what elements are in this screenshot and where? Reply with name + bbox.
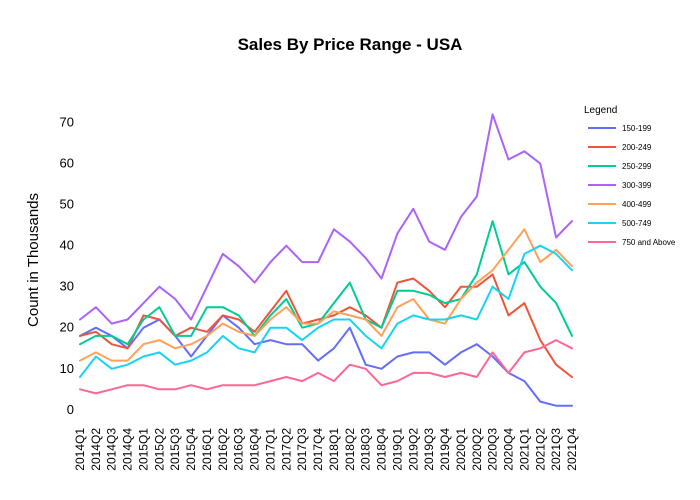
legend-item[interactable]: 300-399: [588, 181, 652, 190]
x-tick-label: 2021Q2: [533, 428, 547, 471]
y-tick-label: 50: [60, 197, 74, 212]
x-tick-label: 2015Q4: [184, 428, 198, 471]
legend-item[interactable]: 200-249: [588, 143, 652, 152]
x-tick-label: 2019Q4: [438, 428, 452, 471]
x-tick-label: 2021Q1: [517, 428, 531, 471]
x-tick-label: 2020Q2: [470, 428, 484, 471]
x-tick-label: 2018Q3: [359, 428, 373, 471]
x-tick-label: 2018Q1: [327, 428, 341, 471]
x-tick-label: 2015Q1: [136, 428, 150, 471]
y-tick-label: 40: [60, 238, 74, 253]
x-tick-label: 2016Q1: [200, 428, 214, 471]
legend-label: 500-749: [622, 219, 652, 228]
x-tick-label: 2015Q3: [168, 428, 182, 471]
y-tick-label: 60: [60, 156, 74, 171]
x-tick-label: 2016Q2: [216, 428, 230, 471]
x-tick-label: 2021Q4: [565, 428, 579, 471]
chart-title: Sales By Price Range - USA: [238, 35, 463, 54]
legend-label: 250-299: [622, 162, 652, 171]
legend-label: 300-399: [622, 181, 652, 190]
legend-item[interactable]: 250-299: [588, 162, 652, 171]
x-axis-ticks: 2014Q1 2014Q2 2014Q3 2014Q4 2015Q1 2015Q2 2015…: [73, 428, 579, 471]
y-tick-label: 30: [60, 279, 74, 294]
x-tick-label: 2016Q3: [232, 428, 246, 471]
x-tick-label: 2019Q1: [390, 428, 404, 471]
x-tick-label: 2014Q3: [105, 428, 119, 471]
legend-item[interactable]: 150-199: [588, 124, 652, 133]
series-line[interactable]: [79, 220, 573, 346]
legend-items[interactable]: 150-199 200-249 250-299 300-399 400-499 500-7…: [588, 124, 676, 247]
x-tick-label: 2015Q2: [152, 428, 166, 471]
x-tick-label: 2014Q4: [121, 428, 135, 471]
legend-item[interactable]: 500-749: [588, 219, 652, 228]
x-tick-label: 2017Q3: [295, 428, 309, 471]
y-axis-label: Count in Thousands: [25, 193, 42, 327]
x-tick-label: 2014Q1: [73, 428, 87, 471]
x-tick-label: 2018Q2: [343, 428, 357, 471]
x-tick-label: 2021Q3: [549, 428, 563, 471]
x-tick-label: 2019Q3: [422, 428, 436, 471]
x-tick-label: 2016Q4: [248, 428, 262, 471]
legend-title: Legend: [584, 105, 617, 116]
y-tick-label: 10: [60, 361, 74, 376]
y-tick-label: 0: [67, 402, 74, 417]
x-tick-label: 2020Q1: [454, 428, 468, 471]
y-tick-label: 70: [60, 115, 74, 130]
legend-label: 400-499: [622, 200, 652, 209]
x-tick-label: 2018Q4: [375, 428, 389, 471]
legend-item[interactable]: 750 and Above: [588, 238, 676, 247]
x-tick-label: 2020Q4: [502, 428, 516, 471]
series-line[interactable]: [79, 339, 573, 395]
x-tick-label: 2020Q3: [486, 428, 500, 471]
legend-label: 750 and Above: [622, 238, 676, 247]
legend[interactable]: Legend 150-199 200-249 250-299 300-399 400-4…: [578, 98, 686, 258]
x-tick-label: 2017Q4: [311, 428, 325, 471]
x-tick-label: 2014Q2: [89, 428, 103, 471]
y-tick-label: 20: [60, 320, 74, 335]
series-lines: [79, 113, 573, 407]
series-line[interactable]: [79, 113, 573, 325]
x-tick-label: 2017Q2: [279, 428, 293, 471]
x-tick-label: 2017Q1: [263, 428, 277, 471]
legend-item[interactable]: 400-499: [588, 200, 652, 209]
series-line[interactable]: [79, 244, 573, 378]
y-axis-ticks: 0 10 20 30 40 50 60 70: [60, 115, 74, 417]
legend-background: [578, 98, 686, 258]
legend-label: 200-249: [622, 143, 652, 152]
x-tick-label: 2019Q2: [406, 428, 420, 471]
series-line[interactable]: [79, 228, 573, 362]
legend-label: 150-199: [622, 124, 652, 133]
